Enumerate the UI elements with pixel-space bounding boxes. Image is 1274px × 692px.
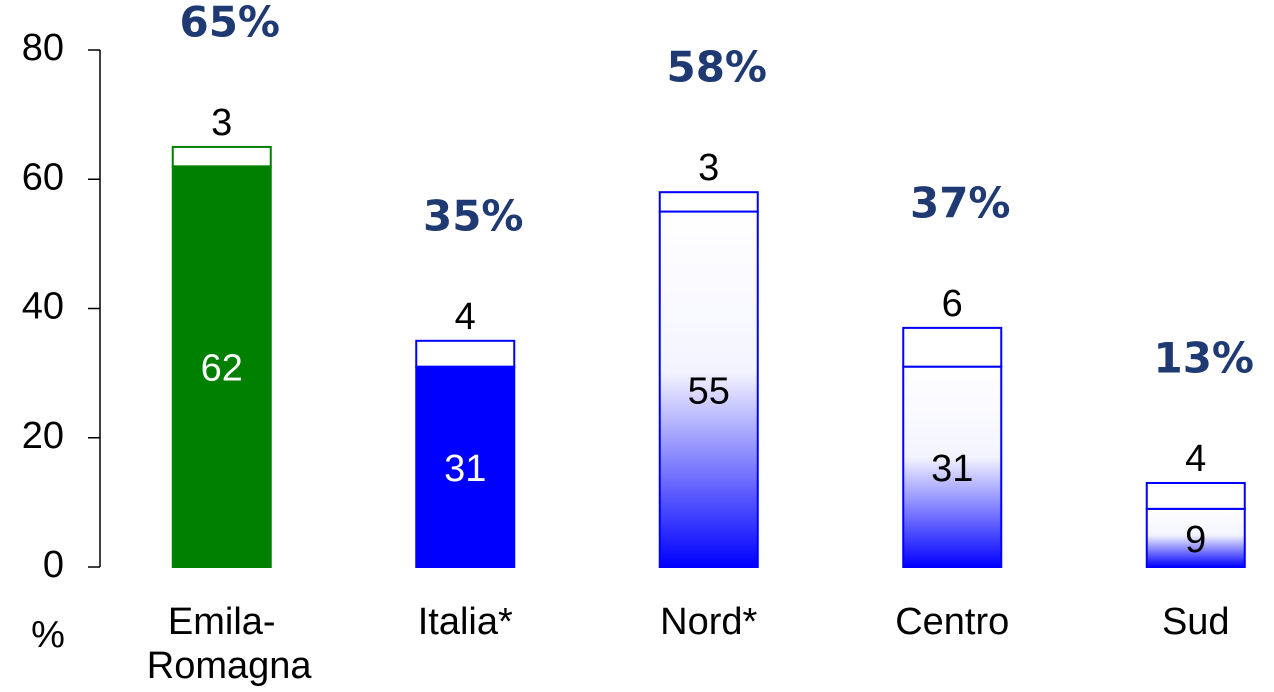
y-tick-label: 80 [22,27,64,69]
x-tick-label: Sud [1161,601,1230,643]
y-tick-label: 20 [22,415,64,457]
total-label: 65% [179,0,280,46]
y-tick-label: 0 [43,544,64,586]
bar-segment [171,165,272,568]
bar-segment [658,191,759,213]
value-label: 62 [201,348,243,390]
value-label: 3 [698,147,719,189]
bar-segment [1145,507,1246,568]
x-tick-label: Italia* [417,601,513,643]
bar-segment [171,145,272,168]
value-label: 55 [688,370,730,412]
bar-segment [658,210,759,568]
value-label: 6 [942,283,963,325]
value-label: 4 [1185,438,1206,480]
value-label: 31 [444,448,486,490]
value-label: 3 [211,102,232,144]
bar-segment [1145,481,1246,510]
total-label: 13% [1153,333,1254,382]
y-tick-label: 60 [22,156,64,198]
x-tick-label: Emila-Romagna [146,601,312,687]
y-axis-label: % [31,614,65,656]
bar-segment [415,339,516,368]
value-label: 9 [1185,519,1206,561]
total-label: 37% [910,178,1011,227]
y-tick-label: 40 [22,286,64,328]
x-tick-label: Centro [895,601,1010,643]
total-label: 35% [423,191,524,240]
value-label: 31 [931,448,973,490]
bar-segment [902,326,1003,368]
value-label: 4 [455,296,476,338]
bar-segment [415,365,516,568]
total-label: 58% [666,43,767,92]
x-tick-label: Nord* [660,601,758,643]
